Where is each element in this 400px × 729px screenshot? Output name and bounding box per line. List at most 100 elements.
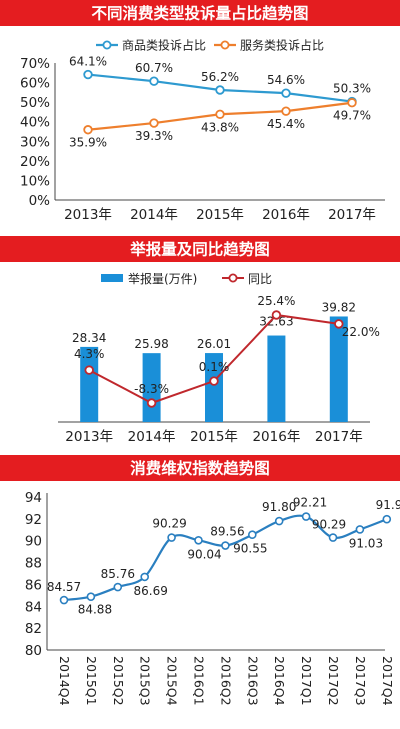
y-tick-label: 84 <box>25 599 42 615</box>
y-tick-label: 40% <box>20 115 50 131</box>
yoy-label: 25.4% <box>257 294 295 308</box>
x-tick-label: 2014Q4 <box>57 656 72 706</box>
panel-3-y-tick-labels: 80 82 84 86 88 90 92 94 <box>25 490 42 659</box>
index-point <box>274 516 284 526</box>
index-point <box>86 592 96 601</box>
x-tick-label: 2015Q1 <box>84 656 99 706</box>
index-point <box>221 541 230 550</box>
report-volume-bar <box>80 346 99 422</box>
x-tick-label: 2013年 <box>64 207 112 223</box>
x-tick-label: 2017年 <box>315 429 363 445</box>
yoy-label: 0.1% <box>199 360 230 374</box>
x-tick-label: 2016Q3 <box>245 656 260 706</box>
legend-yoy-marker <box>228 273 238 283</box>
y-tick-label: 90 <box>25 534 42 550</box>
data-label: 39.3% <box>135 129 173 143</box>
index-point <box>301 512 311 521</box>
index-label: 84.88 <box>78 603 112 617</box>
x-tick-label: 2015年 <box>196 207 244 223</box>
panel-1-header-bar <box>0 0 400 26</box>
panel-2-x-tick-labels: 2013年 2014年 2015年 2016年 2017年 <box>65 429 362 445</box>
panel-3-x-tick-labels: 2014Q4 2015Q1 2015Q2 2015Q3 2015Q4 2016Q1 2016… <box>57 656 395 706</box>
yoy-label: 22.0% <box>342 325 380 339</box>
y-tick-label: 70% <box>20 56 50 72</box>
index-label: 90.29 <box>312 518 346 532</box>
report-volume-bar <box>329 316 348 422</box>
panel-report-volume: 举报量及同比趋势图 举报量(万件) 同比 2013年 2014年 2015年 2016… <box>0 236 400 445</box>
index-label: 91.80 <box>262 500 296 514</box>
y-tick-label: 0% <box>29 193 51 209</box>
y-tick-label: 92 <box>25 512 42 528</box>
index-label: 91.97 <box>376 498 400 512</box>
yoy-point <box>146 398 157 408</box>
data-point <box>347 98 357 108</box>
index-label: 92.21 <box>293 496 327 510</box>
legend-service-marker <box>220 40 230 50</box>
index-point <box>194 535 203 545</box>
y-tick-label: 10% <box>20 173 50 189</box>
y-tick-label: 20% <box>20 154 50 170</box>
bar-value-label: 39.82 <box>322 300 356 314</box>
x-tick-label: 2014年 <box>128 429 176 445</box>
x-tick-label: 2015Q3 <box>138 656 153 706</box>
panel-1-legend: 商品类投诉占比 服务类投诉占比 <box>96 38 324 53</box>
data-label: 45.4% <box>267 117 305 131</box>
x-tick-label: 2015年 <box>190 429 238 445</box>
data-label: 50.3% <box>333 82 371 96</box>
x-tick-label: 2016年 <box>262 207 310 223</box>
data-point <box>83 125 93 135</box>
data-label: 49.7% <box>333 109 371 123</box>
y-tick-label: 88 <box>25 556 42 572</box>
legend-goods-label: 商品类投诉占比 <box>122 38 206 53</box>
panel-3-series: 84.57 84.88 85.76 86.69 90.29 90.04 89.56 90.55… <box>47 496 400 617</box>
report-volume-bar <box>205 353 223 422</box>
y-tick-label: 60% <box>20 76 50 92</box>
y-tick-label: 94 <box>25 490 42 506</box>
index-point <box>167 533 176 542</box>
index-point <box>59 595 69 605</box>
report-volume-bar <box>267 335 286 422</box>
yoy-label: -8.3% <box>134 382 169 396</box>
panel-2-header-bar <box>0 236 400 262</box>
panel-1-series: 64.1% 60.7% 56.2% 54.6% 50.3% 35.9% 39.3% 43.8%… <box>69 55 371 150</box>
x-tick-label: 2017Q4 <box>380 656 395 706</box>
x-tick-label: 2014年 <box>130 207 178 223</box>
x-tick-label: 2016年 <box>252 429 300 445</box>
y-tick-label: 86 <box>25 577 42 593</box>
data-point <box>149 76 159 86</box>
data-label: 60.7% <box>135 61 173 75</box>
legend-goods-marker <box>102 40 112 50</box>
report-volume-bar <box>142 353 161 422</box>
data-point <box>215 109 225 119</box>
legend-yoy-label: 同比 <box>248 272 272 286</box>
y-tick-label: 80 <box>25 643 42 659</box>
index-point <box>382 514 392 524</box>
y-tick-label: 30% <box>20 134 50 150</box>
panel-3-header-bar <box>0 455 400 481</box>
index-label: 90.55 <box>233 542 267 556</box>
panel-3-title: 消费维权指数趋势图 <box>130 459 270 478</box>
bar-value-label: 28.34 <box>72 331 106 345</box>
data-point <box>215 85 225 95</box>
index-point <box>355 525 365 534</box>
y-tick-label: 82 <box>25 621 42 637</box>
index-label: 85.76 <box>101 567 135 581</box>
yoy-point <box>334 319 344 329</box>
yoy-point <box>84 365 94 375</box>
x-tick-label: 2016Q2 <box>218 656 233 706</box>
panel-1-x-tick-labels: 2013年 2014年 2015年 2016年 2017年 <box>64 207 376 223</box>
index-label: 90.04 <box>187 547 221 561</box>
x-tick-label: 2017Q2 <box>326 656 341 706</box>
index-label: 86.69 <box>134 584 168 598</box>
panel-complaint-share: 不同消费类型投诉量占比趋势图 商品类投诉占比 服务类投诉占比 0% 10% 20% 3… <box>0 0 400 223</box>
index-point <box>248 530 257 540</box>
data-label: 35.9% <box>69 136 107 150</box>
data-label: 43.8% <box>201 120 239 134</box>
index-point <box>113 582 123 592</box>
data-point <box>149 118 159 128</box>
data-label: 54.6% <box>267 73 305 87</box>
legend-service-label: 服务类投诉占比 <box>240 38 324 53</box>
index-point <box>328 533 338 542</box>
panel-2-series: 28.34 25.98 26.0132.6339.824.3%-8.3%0.1%25… <box>72 294 380 422</box>
